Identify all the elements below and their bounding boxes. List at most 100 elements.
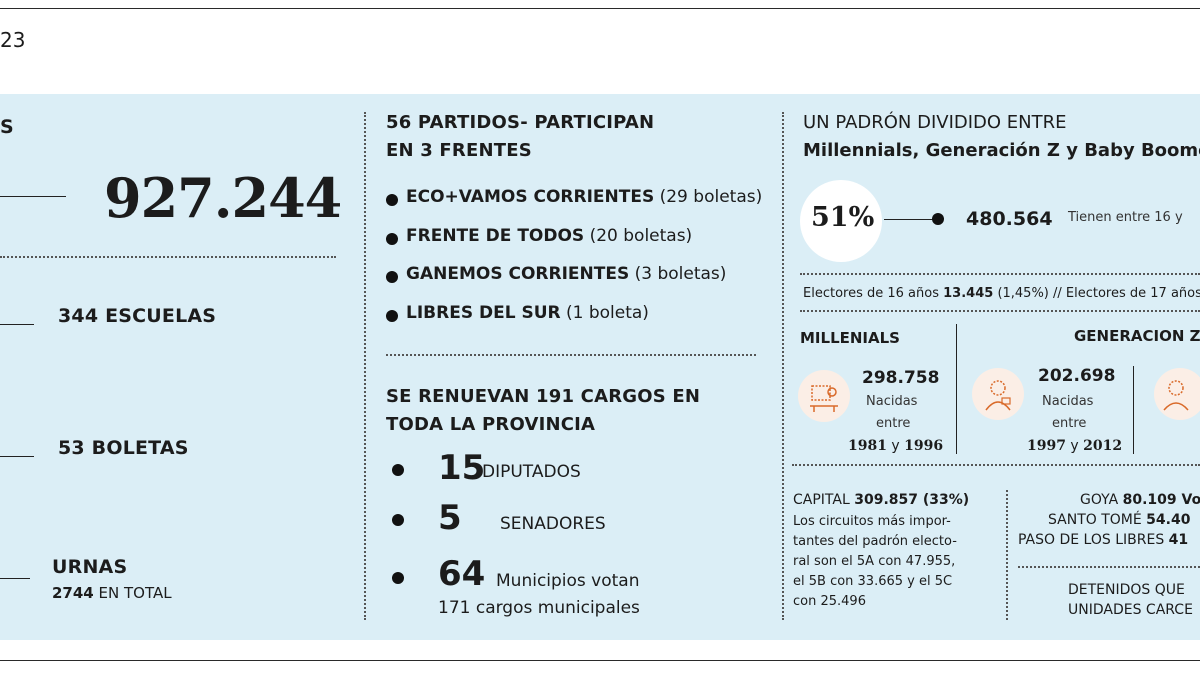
col2-divider — [386, 354, 756, 356]
senadores-bullet — [392, 514, 404, 526]
municipios-number: 64 — [438, 554, 486, 594]
front-detail: (3 boletas) — [634, 264, 727, 284]
col3-divider-4 — [1018, 566, 1200, 568]
urns-connector — [0, 578, 30, 579]
santo-tome-row: SANTO TOMÉ 54.40 — [1048, 512, 1190, 528]
col3-divider-2 — [800, 310, 1200, 312]
genz-illustration-svg — [985, 380, 1011, 411]
bottom-rule — [0, 660, 1200, 661]
col3-vertical-divider — [1006, 490, 1008, 620]
urns-total: 2744 EN TOTAL — [52, 584, 172, 602]
front-name: ECO+VAMOS CORRIENTES — [406, 187, 655, 207]
millenials-born-line1: Nacidas — [866, 394, 918, 409]
capital-text-line: el 5B con 33.665 y el 5C — [793, 574, 953, 589]
paso-value: 41 — [1168, 532, 1189, 548]
santo-tome-prefix: SANTO TOMÉ — [1048, 512, 1142, 528]
young-connector — [884, 219, 934, 220]
young-connector-dot — [932, 213, 944, 225]
capital-heading: CAPITAL 309.857 (33%) — [793, 492, 969, 508]
genz-born-line1: Nacidas — [1042, 394, 1094, 409]
col3-divider-1 — [800, 273, 1200, 275]
genz-years: 1997 y 2012 — [1027, 438, 1122, 454]
young-desc: Tienen entre 16 y — [1068, 210, 1183, 225]
front-detail: (1 boleta) — [566, 303, 649, 323]
front-bullet — [386, 271, 398, 283]
genz-illustration-icon — [972, 368, 1024, 420]
total-voters-value: 927.244 — [104, 166, 342, 230]
col3-divider-3 — [792, 464, 1200, 466]
padron-title-line1: UN PADRÓN DIVIDIDO ENTRE — [803, 112, 1067, 133]
front-name: LIBRES DEL SUR — [406, 303, 561, 323]
renew-title-line2: TODA LA PROVINCIA — [386, 414, 596, 435]
parties-title-line1: 56 PARTIDOS- PARTICIPAN — [386, 112, 655, 133]
genz-born-line2: entre — [1052, 416, 1087, 431]
detenidos-line1: DETENIDOS QUE — [1068, 582, 1185, 598]
goya-prefix: GOYA — [1080, 492, 1119, 508]
front-item: ECO+VAMOS CORRIENTES (29 boletas) — [406, 187, 762, 207]
electors-16-prefix: Electores de 16 años — [803, 286, 939, 301]
millenials-illustration-icon — [798, 370, 850, 422]
young-percent: 51% — [811, 202, 875, 233]
top-rule — [0, 8, 1200, 9]
genz-year-a: 1997 — [1027, 438, 1066, 454]
millenials-header: MILLENIALS — [800, 329, 900, 347]
capital-prefix: CAPITAL — [793, 492, 850, 508]
capital-text-line: ral son el 5A con 47.955, — [793, 554, 956, 569]
detenidos-line2: UNIDADES CARCE — [1068, 602, 1193, 618]
young-percent-circle — [800, 180, 882, 262]
young-count: 480.564 — [966, 208, 1053, 230]
front-item: FRENTE DE TODOS (20 boletas) — [406, 226, 692, 246]
col-divider-1 — [364, 112, 366, 620]
santo-tome-value: 54.40 — [1146, 512, 1191, 528]
front-detail: (29 boletas) — [659, 187, 763, 207]
goya-row: GOYA 80.109 Vo — [1080, 492, 1200, 508]
urns-total-number: 2744 — [52, 584, 94, 602]
diputados-number: 15 — [438, 448, 486, 488]
urns-label: URNAS — [52, 556, 128, 578]
electors-16-pct: (1,45%) // Electores de 17 años — [997, 286, 1200, 301]
front-name: FRENTE DE TODOS — [406, 226, 585, 246]
baby-boomers-illustration-svg — [1163, 380, 1189, 411]
municipios-bullet — [392, 572, 404, 584]
millenials-year-a: 1981 — [848, 438, 887, 454]
genz-header: GENERACION Z — [1074, 327, 1200, 345]
millenials-illustration-svg — [810, 385, 838, 412]
renew-title-line1: SE RENUEVAN 191 CARGOS EN — [386, 386, 701, 407]
municipios-sub: 171 cargos municipales — [438, 598, 640, 618]
paso-prefix: PASO DE LOS LIBRES — [1018, 532, 1165, 548]
front-detail: (20 boletas) — [589, 226, 693, 246]
infographic-panel — [0, 94, 1200, 640]
parties-title-line2: EN 3 FRENTES — [386, 140, 532, 161]
ballots-connector — [0, 456, 34, 457]
electors-16: Electores de 16 años 13.445 (1,45%) // E… — [803, 286, 1200, 301]
millenials-count: 298.758 — [862, 368, 940, 388]
paso-row: PASO DE LOS LIBRES 41 — [1018, 532, 1188, 548]
padron-title-line2: Millennials, Generación Z y Baby Boome — [803, 140, 1200, 161]
front-bullet — [386, 310, 398, 322]
schools-connector — [0, 324, 34, 325]
urns-total-suffix: EN TOTAL — [98, 584, 172, 602]
genz-year-y: y — [1070, 438, 1079, 454]
millenials-years: 1981 y 1996 — [848, 438, 943, 454]
col1-divider-1 — [0, 256, 336, 258]
capital-value: 309.857 (33%) — [854, 492, 970, 508]
genz-year-b: 2012 — [1083, 438, 1123, 454]
capital-text-line: con 25.496 — [793, 594, 866, 609]
capital-text-line: tantes del padrón electo- — [793, 534, 957, 549]
year-fragment: 23 — [0, 28, 26, 52]
total-voters-connector — [0, 196, 66, 197]
front-item: LIBRES DEL SUR (1 boleta) — [406, 303, 649, 323]
front-bullet — [386, 233, 398, 245]
capital-text-line: Los circuitos más impor- — [793, 514, 951, 529]
diputados-bullet — [392, 464, 404, 476]
gen-divider-1 — [956, 324, 957, 454]
senadores-number: 5 — [438, 498, 462, 538]
front-name: GANEMOS CORRIENTES — [406, 264, 630, 284]
col1-header-fragment: S — [0, 116, 14, 138]
front-item: GANEMOS CORRIENTES (3 boletas) — [406, 264, 726, 284]
ballots-label: 53 BOLETAS — [58, 437, 189, 459]
millenials-year-b: 1996 — [904, 438, 944, 454]
gen-divider-2 — [1133, 366, 1134, 454]
diputados-label: DIPUTADOS — [482, 462, 581, 482]
front-bullet — [386, 194, 398, 206]
